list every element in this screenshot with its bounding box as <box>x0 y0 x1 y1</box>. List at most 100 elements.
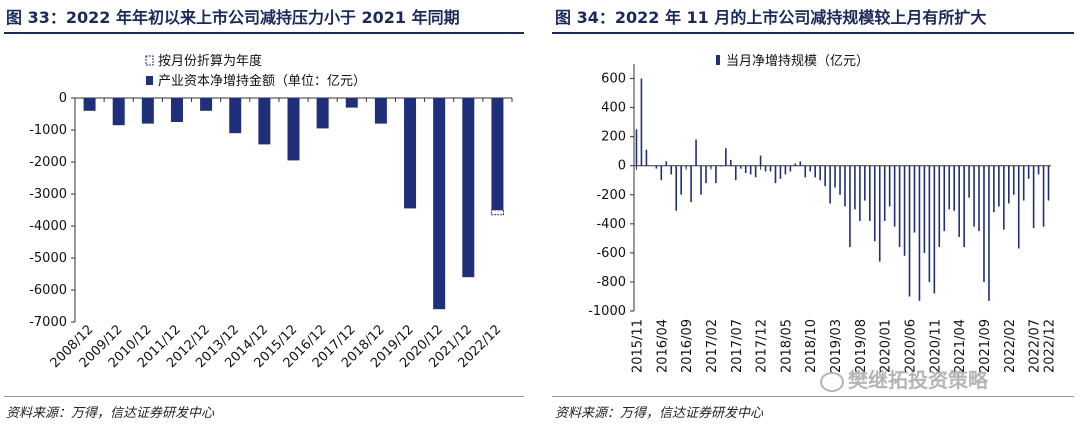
bar-month-43 <box>849 165 851 248</box>
bar-month-8 <box>675 165 677 211</box>
bar-month-42 <box>844 165 846 207</box>
watermark-text: 樊继拓投资策略 <box>848 368 988 392</box>
x-tick-label: 2021/09 <box>978 319 993 373</box>
bar-month-9 <box>680 165 682 195</box>
legend-label-net-increase: 产业资本净增持金额（单位：亿元） <box>158 73 366 89</box>
bar-month-20 <box>734 165 737 181</box>
y-tick-label: -2000 <box>29 155 67 170</box>
bar-month-78 <box>1022 165 1025 201</box>
bar-month-30 <box>784 165 787 175</box>
bar-month-41 <box>839 165 841 195</box>
bar-month-23 <box>749 165 752 175</box>
x-tick-label: 2022/12 <box>1043 319 1058 373</box>
y-tick-label: 400 <box>601 101 626 116</box>
bar-2021/12 <box>462 98 475 278</box>
x-tick-label: 2018/10 <box>804 319 819 373</box>
bar-month-77 <box>1017 165 1020 249</box>
y-tick-label: -400 <box>596 217 626 232</box>
bar-month-57 <box>918 165 921 301</box>
bar-month-55 <box>908 165 911 297</box>
bar-month-12 <box>695 139 697 166</box>
y-tick-label: 0 <box>59 91 67 106</box>
y-tick-label: 600 <box>601 72 626 87</box>
bar-annualized-2022 <box>490 209 504 216</box>
bar-month-47 <box>869 165 871 221</box>
bar-month-27 <box>769 165 772 172</box>
bar-month-17 <box>720 165 722 167</box>
bar-2020/12 <box>433 98 446 310</box>
bar-month-22 <box>744 165 747 173</box>
bar-month-14 <box>705 165 707 184</box>
bar-month-13 <box>700 165 702 195</box>
figure2-source: 资料来源：万得，信达证券研发中心 <box>555 406 764 421</box>
bar-month-37 <box>819 165 821 181</box>
bar-month-4 <box>655 165 658 169</box>
bar-month-34 <box>804 165 807 178</box>
wechat-icon <box>820 371 844 392</box>
legend-label-monthly: 当月净增持规模（亿元） <box>726 54 869 69</box>
bar-month-16 <box>715 165 717 184</box>
x-tick-label: 2017/12 <box>755 319 770 373</box>
x-tick-label: 2019/08 <box>854 319 869 373</box>
bar-month-70 <box>983 165 985 282</box>
bar-month-26 <box>764 165 767 172</box>
bar-2019/12 <box>404 98 417 209</box>
x-tick-label: 2017/02 <box>705 319 720 373</box>
bar-month-54 <box>903 165 906 256</box>
bar-month-29 <box>779 165 782 179</box>
bar-month-60 <box>933 165 936 294</box>
monthly-net-increase-chart: 当月净增持规模（亿元） 600 400 200 0 -200 -400 -600 -800 -10… <box>588 54 1058 373</box>
bar-2010/12 <box>141 98 154 124</box>
x-tick-label: 2018/05 <box>779 319 794 373</box>
bar-month-7 <box>670 165 673 175</box>
y-tick-label: -200 <box>596 188 626 203</box>
bar-month-52 <box>893 165 896 227</box>
y-tick-label: -800 <box>596 275 626 290</box>
bar-month-32 <box>794 163 797 166</box>
bar-month-81 <box>1037 165 1040 175</box>
bar-month-39 <box>829 165 831 204</box>
y-tick-label: 0 <box>618 159 626 174</box>
bar-month-40 <box>834 165 836 188</box>
bar-2013/12 <box>229 98 242 134</box>
x-tick-label: 2022/02 <box>1003 319 1018 373</box>
bar-month-46 <box>864 165 866 201</box>
bar-2011/12 <box>170 98 183 122</box>
y-tick-label: -4000 <box>29 219 67 234</box>
watermark: 樊继拓投资策略 <box>820 364 988 393</box>
bar-2009/12 <box>112 98 125 126</box>
x-tick-label: 2016/09 <box>680 319 695 373</box>
bar-month-69 <box>978 165 980 232</box>
figure1-source: 资料来源：万得，信达证券研发中心 <box>6 406 215 421</box>
bar-month-0 <box>635 129 638 166</box>
bar-month-31 <box>789 165 792 172</box>
bar-2017/12 <box>345 98 358 108</box>
y-tick-label: -600 <box>596 246 626 261</box>
x-tick-label: 2016/04 <box>655 319 670 373</box>
bar-month-38 <box>824 165 826 187</box>
bar-month-25 <box>759 155 762 166</box>
legend-swatch-net-increase <box>146 76 153 85</box>
bar-month-67 <box>968 165 970 198</box>
y-tick-label: -7000 <box>29 315 67 330</box>
y-tick-label: 200 <box>601 130 626 145</box>
bar-month-65 <box>958 165 960 237</box>
bar-month-24 <box>754 165 757 178</box>
y-tick-label: -3000 <box>29 187 67 202</box>
bar-2018/12 <box>374 98 387 124</box>
bar-2014/12 <box>258 98 271 145</box>
x-tick-label: 2017/07 <box>730 319 745 373</box>
bar-month-72 <box>993 165 995 213</box>
bar-month-73 <box>998 165 1000 207</box>
bar-month-53 <box>898 165 901 248</box>
y-tick-label: -1000 <box>29 123 67 138</box>
figure1-title-rule <box>4 32 524 34</box>
bar-month-28 <box>774 165 777 184</box>
bar-2016/12 <box>316 98 329 129</box>
bar-month-62 <box>943 165 946 232</box>
bar-month-68 <box>973 165 975 227</box>
bar-month-71 <box>988 165 990 301</box>
bar-month-58 <box>923 165 926 253</box>
bar-month-45 <box>859 165 861 221</box>
